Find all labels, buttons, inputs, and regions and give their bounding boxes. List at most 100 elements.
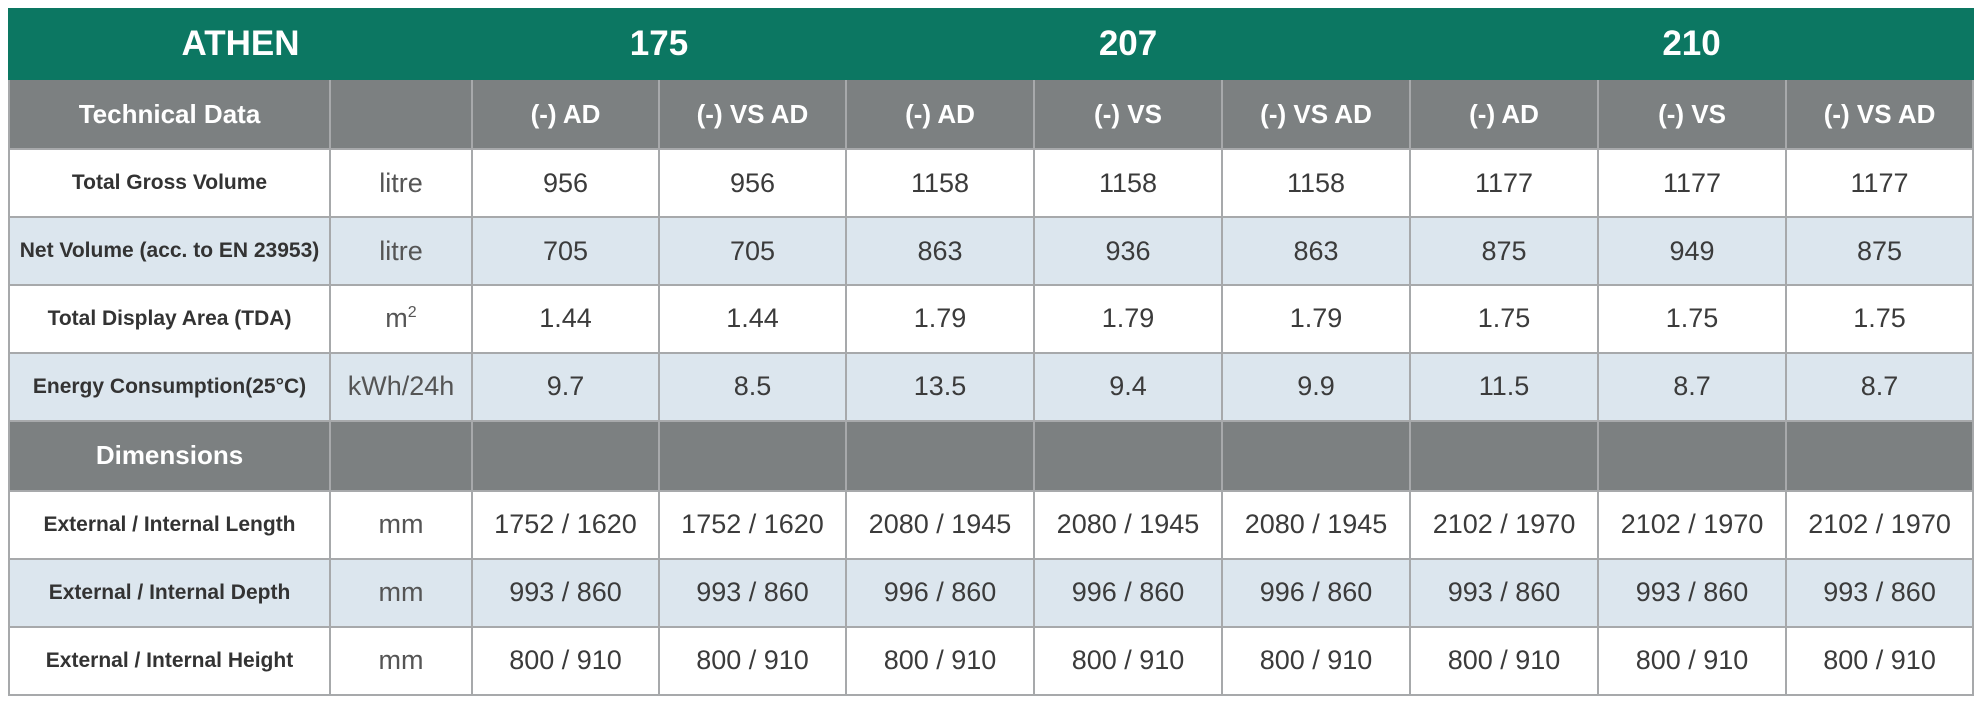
table-row: Net Volume (acc. to EN 23953) litre 705 705…	[8, 216, 1975, 286]
table-row: External / Internal Height mm 800 / 910 800…	[8, 625, 1975, 697]
section-title: Dimensions	[8, 419, 331, 492]
variant-header: (-) VS AD	[1785, 78, 1975, 151]
dimensions-header-row: Dimensions	[8, 419, 1975, 492]
variant-header: (-) VS	[1597, 78, 1788, 151]
model-header-row: ATHEN 175 207 210	[8, 7, 1975, 81]
row-label: External / Internal Length	[8, 489, 331, 560]
unit-cell: kWh/24h	[329, 351, 473, 422]
value-cell: 1.79	[1220, 284, 1412, 354]
value-cell: 875	[1785, 216, 1975, 286]
value-cell: 1752 / 1620	[658, 489, 847, 560]
value-cell: 949	[1597, 216, 1788, 286]
value-cell: 9.4	[1033, 351, 1223, 422]
value-cell: 956	[658, 148, 847, 219]
value-cell: 993 / 860	[1785, 557, 1975, 628]
variant-header: (-) VS AD	[1220, 78, 1412, 151]
value-cell: 863	[845, 216, 1035, 286]
value-cell: 2102 / 1970	[1785, 489, 1975, 560]
row-label: Net Volume (acc. to EN 23953)	[8, 216, 331, 286]
value-cell: 1.44	[471, 284, 660, 354]
unit-text: mm	[378, 509, 424, 540]
value-cell: 1177	[1785, 148, 1975, 219]
value-cell: 11.5	[1409, 351, 1600, 422]
value-cell: 705	[658, 216, 847, 286]
unit-cell: litre	[329, 216, 473, 286]
model-group-210: 210	[1409, 7, 1975, 81]
row-label: Energy Consumption(25°C)	[8, 351, 331, 422]
table-row: External / Internal Length mm 1752 / 1620 1…	[8, 489, 1975, 560]
empty-header-cell	[845, 419, 1035, 492]
brand-title: ATHEN	[8, 7, 473, 81]
value-cell: 993 / 860	[471, 557, 660, 628]
value-cell: 13.5	[845, 351, 1035, 422]
value-cell: 1.79	[1033, 284, 1223, 354]
value-cell: 1.44	[658, 284, 847, 354]
value-cell: 800 / 910	[471, 625, 660, 697]
value-cell: 2080 / 1945	[1033, 489, 1223, 560]
value-cell: 1.75	[1409, 284, 1600, 354]
value-cell: 996 / 860	[1033, 557, 1223, 628]
value-cell: 8.7	[1597, 351, 1788, 422]
value-cell: 936	[1033, 216, 1223, 286]
value-cell: 800 / 910	[1220, 625, 1412, 697]
unit-text: litre	[379, 167, 423, 198]
value-cell: 800 / 910	[1033, 625, 1223, 697]
value-cell: 800 / 910	[658, 625, 847, 697]
technical-data-header-row: Technical Data (-) AD (-) VS AD (-) AD (-) V…	[8, 78, 1975, 151]
value-cell: 993 / 860	[1409, 557, 1600, 628]
value-cell: 993 / 860	[658, 557, 847, 628]
empty-header-cell	[1409, 419, 1600, 492]
empty-header-cell	[1785, 419, 1975, 492]
value-cell: 1158	[1220, 148, 1412, 219]
variant-header: (-) VS	[1033, 78, 1223, 151]
unit-cell: mm	[329, 489, 473, 560]
value-cell: 1158	[1033, 148, 1223, 219]
variant-header: (-) AD	[1409, 78, 1600, 151]
value-cell: 1177	[1409, 148, 1600, 219]
value-cell: 1177	[1597, 148, 1788, 219]
value-cell: 9.7	[471, 351, 660, 422]
section-title: Technical Data	[8, 78, 331, 151]
value-cell: 2102 / 1970	[1409, 489, 1600, 560]
value-cell: 2080 / 1945	[1220, 489, 1412, 560]
variant-header: (-) VS AD	[658, 78, 847, 151]
unit-text: mm	[378, 645, 424, 676]
table-row: External / Internal Depth mm 993 / 860 993 …	[8, 557, 1975, 628]
unit-text: kWh/24h	[347, 371, 455, 402]
value-cell: 8.5	[658, 351, 847, 422]
unit-text: m	[385, 303, 408, 334]
model-group-175: 175	[471, 7, 847, 81]
unit-text: litre	[379, 235, 423, 266]
value-cell: 8.7	[1785, 351, 1975, 422]
empty-header-cell	[471, 419, 660, 492]
unit-header-cell	[329, 78, 473, 151]
value-cell: 800 / 910	[1785, 625, 1975, 697]
value-cell: 996 / 860	[845, 557, 1035, 628]
row-label: Total Gross Volume	[8, 148, 331, 219]
value-cell: 1158	[845, 148, 1035, 219]
value-cell: 993 / 860	[1597, 557, 1788, 628]
value-cell: 863	[1220, 216, 1412, 286]
unit-superscript: 2	[407, 304, 417, 322]
table-row: Total Gross Volume litre 956 956 1158 1158 115…	[8, 148, 1975, 219]
unit-cell: mm	[329, 557, 473, 628]
unit-cell: litre	[329, 148, 473, 219]
value-cell: 996 / 860	[1220, 557, 1412, 628]
value-cell: 1.75	[1597, 284, 1788, 354]
unit-cell: m2	[329, 284, 473, 354]
value-cell: 956	[471, 148, 660, 219]
value-cell: 800 / 910	[1597, 625, 1788, 697]
spec-table-body: ATHEN 175 207 210 Technical Data (-) AD (-…	[8, 7, 1975, 697]
unit-cell: mm	[329, 625, 473, 697]
value-cell: 2102 / 1970	[1597, 489, 1788, 560]
table-row: Energy Consumption(25°C) kWh/24h 9.7 8.5 13.…	[8, 351, 1975, 422]
value-cell: 2080 / 1945	[845, 489, 1035, 560]
table-row: Total Display Area (TDA) m2 1.44 1.44 1.79 1.…	[8, 284, 1975, 354]
value-cell: 705	[471, 216, 660, 286]
row-label: Total Display Area (TDA)	[8, 284, 331, 354]
value-cell: 1752 / 1620	[471, 489, 660, 560]
row-label: External / Internal Depth	[8, 557, 331, 628]
empty-header-cell	[658, 419, 847, 492]
spec-table: ATHEN 175 207 210 Technical Data (-) AD (-…	[8, 7, 1975, 697]
value-cell: 1.79	[845, 284, 1035, 354]
